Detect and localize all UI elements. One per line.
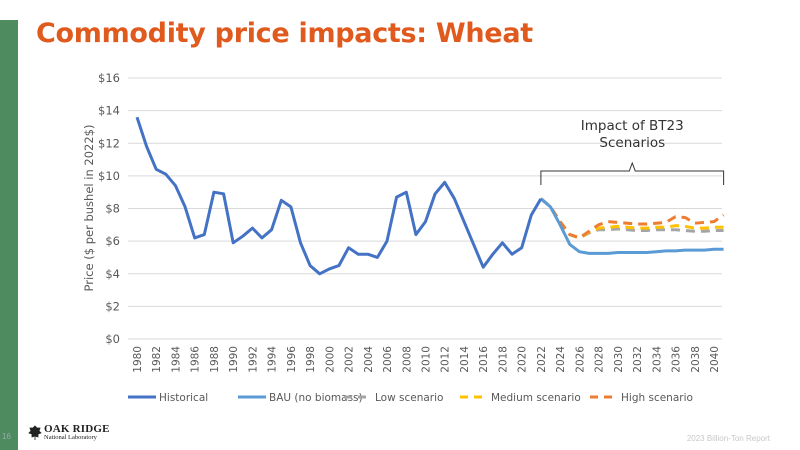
x-tick-label: 2008	[401, 346, 413, 373]
y-tick-label: $16	[98, 71, 120, 85]
logo-line2: National Laboratory	[44, 434, 97, 441]
x-tick-label: 1996	[286, 346, 298, 373]
legend-label: Low scenario	[375, 392, 443, 404]
x-tick-label: 2034	[651, 346, 663, 373]
series-line-bau-no-biomass	[539, 197, 724, 255]
x-tick-label: 2028	[594, 346, 606, 373]
y-axis-label: Price ($ per bushel in 2022$)	[82, 125, 96, 292]
oak-ridge-logo: OAK RIDGE National Laboratory	[28, 424, 110, 442]
sidebar-accent-bar	[0, 20, 18, 450]
x-tick-label: 2014	[459, 346, 471, 373]
legend-item: Historical	[128, 392, 208, 404]
x-tick-label: 2012	[440, 346, 452, 373]
x-tick-labels: 1980 1982 1984 1986 1988 1990 1992 1994 1996 1998…	[132, 346, 721, 373]
x-tick-label: 2032	[632, 346, 644, 373]
slide-title: Commodity price impacts: Wheat	[36, 18, 533, 49]
y-tick-label: $4	[105, 267, 120, 281]
x-tick-label: 2004	[363, 346, 375, 373]
series-line-medium-scenario	[539, 197, 724, 240]
y-tick-label: $8	[105, 202, 120, 216]
legend-label: BAU (no biomass)	[269, 392, 363, 404]
legend-label: High scenario	[621, 392, 693, 404]
x-tick-label: 1992	[247, 346, 259, 373]
y-tick-labels: $0 $2 $4 $6 $8 $10 $12 $14 $16	[98, 71, 120, 346]
y-tick-label: $10	[98, 169, 120, 183]
legend-item: BAU (no biomass)	[238, 392, 363, 404]
x-tick-label: 2016	[478, 346, 490, 373]
x-tick-label: 2010	[421, 346, 433, 373]
legend-item: Medium scenario	[460, 392, 581, 404]
gridlines	[128, 77, 722, 340]
annotation-text-line2: Scenarios	[599, 135, 665, 151]
x-tick-label: 1994	[267, 346, 279, 373]
series-line-historical	[135, 116, 543, 276]
x-tick-label: 1998	[305, 346, 317, 373]
oak-leaf-icon	[28, 425, 42, 440]
x-tick-label: 2026	[574, 346, 586, 373]
x-tick-label: 1980	[132, 346, 144, 373]
x-tick-label: 1990	[228, 346, 240, 373]
annotation: Impact of BT23 Scenarios	[540, 118, 725, 185]
x-tick-label: 2018	[497, 346, 509, 373]
series-line-high-scenario	[539, 197, 725, 240]
x-tick-label: 2002	[344, 346, 356, 373]
x-tick-label: 2036	[671, 346, 683, 373]
series-line-low-scenario	[539, 197, 724, 240]
x-tick-label: 2030	[613, 346, 625, 373]
legend-item: High scenario	[590, 392, 693, 404]
annotation-brace	[540, 161, 725, 185]
x-tick-label: 2006	[382, 346, 394, 373]
x-tick-label: 2038	[690, 346, 702, 373]
x-tick-label: 1982	[151, 346, 163, 373]
y-tick-label: $12	[98, 136, 120, 150]
y-tick-label: $2	[105, 299, 120, 313]
x-tick-label: 2040	[709, 346, 721, 373]
legend-label: Medium scenario	[491, 392, 581, 404]
slide-number: 16	[2, 432, 11, 441]
x-tick-label: 2024	[555, 346, 567, 373]
x-tick-label: 2000	[324, 346, 336, 373]
series-lines	[135, 116, 725, 276]
y-tick-label: $14	[98, 104, 120, 118]
legend-label: Historical	[159, 392, 208, 404]
legend-item: Low scenario	[344, 392, 443, 404]
footer-report-name: 2023 Billion-Ton Report	[686, 434, 770, 443]
y-tick-label: $0	[105, 332, 120, 346]
legend: Historical BAU (no biomass) Low scenario Me…	[128, 392, 693, 404]
x-tick-label: 1984	[170, 346, 182, 373]
x-tick-label: 2020	[517, 346, 529, 373]
x-tick-label: 1986	[190, 346, 202, 373]
x-tick-label: 1988	[209, 346, 221, 373]
x-tick-label: 2022	[536, 346, 548, 373]
annotation-text-line1: Impact of BT23	[581, 118, 684, 134]
logo-line1: OAK RIDGE	[44, 423, 110, 435]
y-tick-label: $6	[105, 234, 120, 248]
